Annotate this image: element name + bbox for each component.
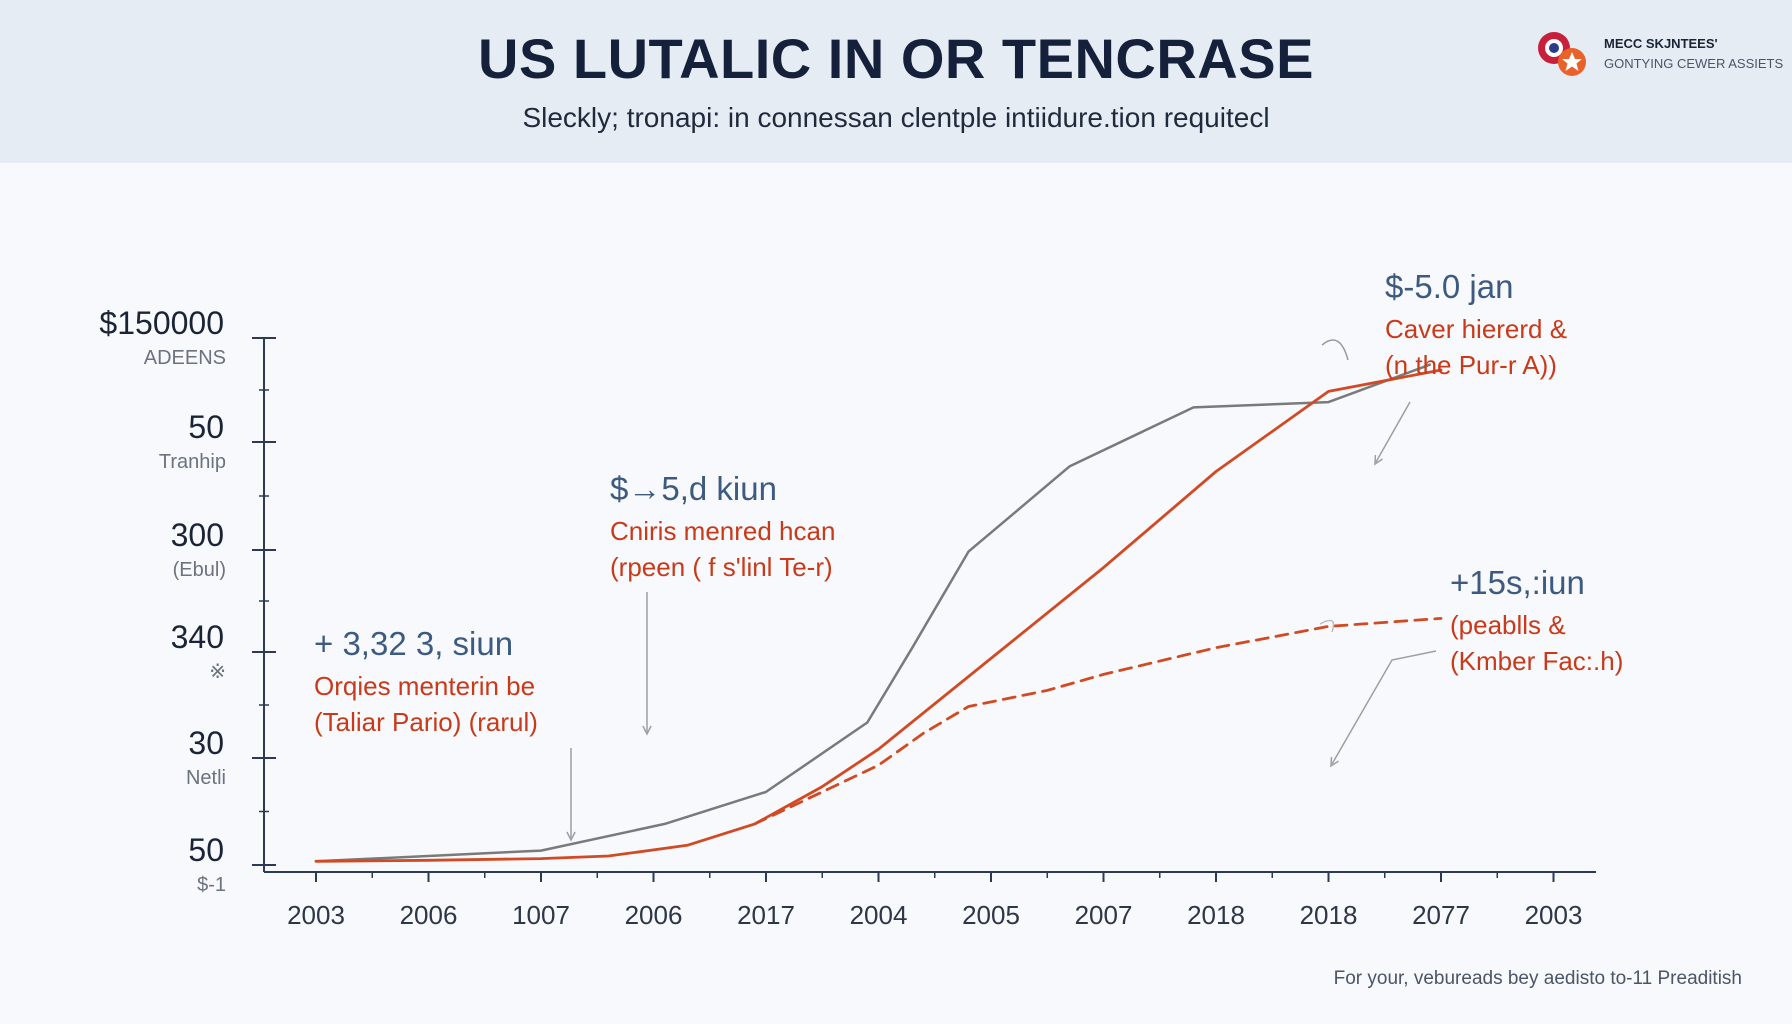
y-tick-label: 300 xyxy=(171,517,224,553)
x-tick-label: 2018 xyxy=(1187,900,1245,930)
x-tick-label: 2004 xyxy=(850,900,908,930)
series-line-3 xyxy=(753,617,1443,826)
end-marker-arc xyxy=(1321,339,1349,361)
overlapping-circles-star-logo-icon xyxy=(1538,32,1586,76)
annotation-line: Caver hiererd & xyxy=(1385,314,1567,344)
x-tick-label: 2003 xyxy=(287,900,345,930)
y-tick-label: 30 xyxy=(188,725,224,761)
annotation-pointer xyxy=(1331,650,1437,765)
series-line-1 xyxy=(314,363,1432,863)
y-tick-sublabel: $-1 xyxy=(197,874,226,896)
x-tick-label: 2077 xyxy=(1412,900,1470,930)
brand-logo: MECC SKJNTEES' GONTYING CEWER ASSIETS xyxy=(1532,26,1783,86)
x-tick-label: 2018 xyxy=(1300,900,1358,930)
annotation-line: (Kmber Fac:.h) xyxy=(1450,646,1623,676)
y-tick-sublabel: Netli xyxy=(186,767,226,789)
y-tick-sublabel: ※ xyxy=(209,661,226,683)
y-tick-sublabel: (Ebul) xyxy=(173,559,226,581)
x-tick-label: 2017 xyxy=(737,900,795,930)
chart-subtitle: Sleckly; tronapi: in connessan clentple … xyxy=(522,102,1270,133)
arrow-head xyxy=(642,725,652,736)
y-tick-label: 50 xyxy=(188,832,224,868)
x-tick-label: 1007 xyxy=(512,900,570,930)
annotation-value: +15s,:iun xyxy=(1450,564,1585,601)
annotation-line: Orqies menterin be xyxy=(314,671,535,701)
chart-title: US LUTALIC IN OR TENCRASE xyxy=(478,27,1314,90)
annotation-value: + 3,32 3, siun xyxy=(314,625,513,662)
arrow-head xyxy=(566,831,576,842)
y-tick-label: $150000 xyxy=(99,305,224,341)
x-tick-label: 2005 xyxy=(962,900,1020,930)
footnote: For your, vebureads bey aedisto to-11 Pr… xyxy=(1333,968,1742,989)
brand-tagline: GONTYING CEWER ASSIETS xyxy=(1604,56,1784,71)
y-tick-sublabel: Tranhip xyxy=(159,451,226,473)
x-tick-label: 2007 xyxy=(1075,900,1133,930)
x-tick-label: 2006 xyxy=(625,900,683,930)
annotation-line: Cniris menred hcan xyxy=(610,516,835,546)
annotation-pointer xyxy=(1375,401,1411,463)
y-tick-label: 340 xyxy=(171,619,224,655)
x-tick-label: 2006 xyxy=(400,900,458,930)
annotation-line: (peablls & xyxy=(1450,610,1566,640)
annotation-value: $→5,d kiun xyxy=(610,470,777,507)
brand-name: MECC SKJNTEES' xyxy=(1604,36,1718,51)
arrow-head xyxy=(1374,454,1383,466)
annotation-line: (Taliar Pario) (rarul) xyxy=(314,707,538,737)
annotation-line: (rpeen ( f s'linl Te-r) xyxy=(610,552,833,582)
series-line-2 xyxy=(314,368,1443,863)
annotation-value: $-5.0 jan xyxy=(1385,268,1513,305)
header-band xyxy=(0,0,1792,163)
y-tick-sublabel: ADEENS xyxy=(144,347,226,369)
x-tick-label: 2003 xyxy=(1525,900,1583,930)
end-marker-arc xyxy=(1319,619,1335,633)
annotation-line: (n the Pur-r A)) xyxy=(1385,350,1557,380)
arrow-head xyxy=(1330,756,1339,768)
y-tick-label: 50 xyxy=(188,409,224,445)
